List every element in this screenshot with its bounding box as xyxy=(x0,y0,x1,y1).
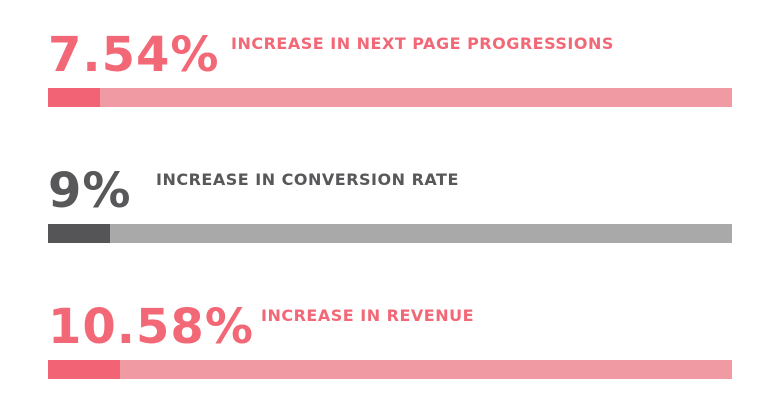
stat-label: INCREASE IN NEXT PAGE PROGRESSIONS xyxy=(231,34,614,53)
progress-bar-fill xyxy=(48,224,110,243)
stat-value: 7.54% xyxy=(48,27,220,83)
progress-bar-fill xyxy=(48,360,121,379)
stat-headline: 10.58% INCREASE IN REVENUE xyxy=(48,300,732,360)
stat-conversion-rate: 9% INCREASE IN CONVERSION RATE xyxy=(48,164,732,243)
stat-label: INCREASE IN CONVERSION RATE xyxy=(156,170,459,189)
progress-bar-fill xyxy=(48,88,100,107)
stat-headline: 7.54% INCREASE IN NEXT PAGE PROGRESSIONS xyxy=(48,28,732,88)
stat-next-page-progressions: 7.54% INCREASE IN NEXT PAGE PROGRESSIONS xyxy=(48,28,732,107)
progress-bar-track xyxy=(48,360,732,379)
progress-bar-track xyxy=(48,88,732,107)
stat-value: 10.58% xyxy=(48,299,254,355)
progress-bar-track xyxy=(48,224,732,243)
stat-value: 9% xyxy=(48,163,132,219)
stat-revenue: 10.58% INCREASE IN REVENUE xyxy=(48,300,732,379)
stat-label: INCREASE IN REVENUE xyxy=(261,306,475,325)
stat-headline: 9% INCREASE IN CONVERSION RATE xyxy=(48,164,732,224)
